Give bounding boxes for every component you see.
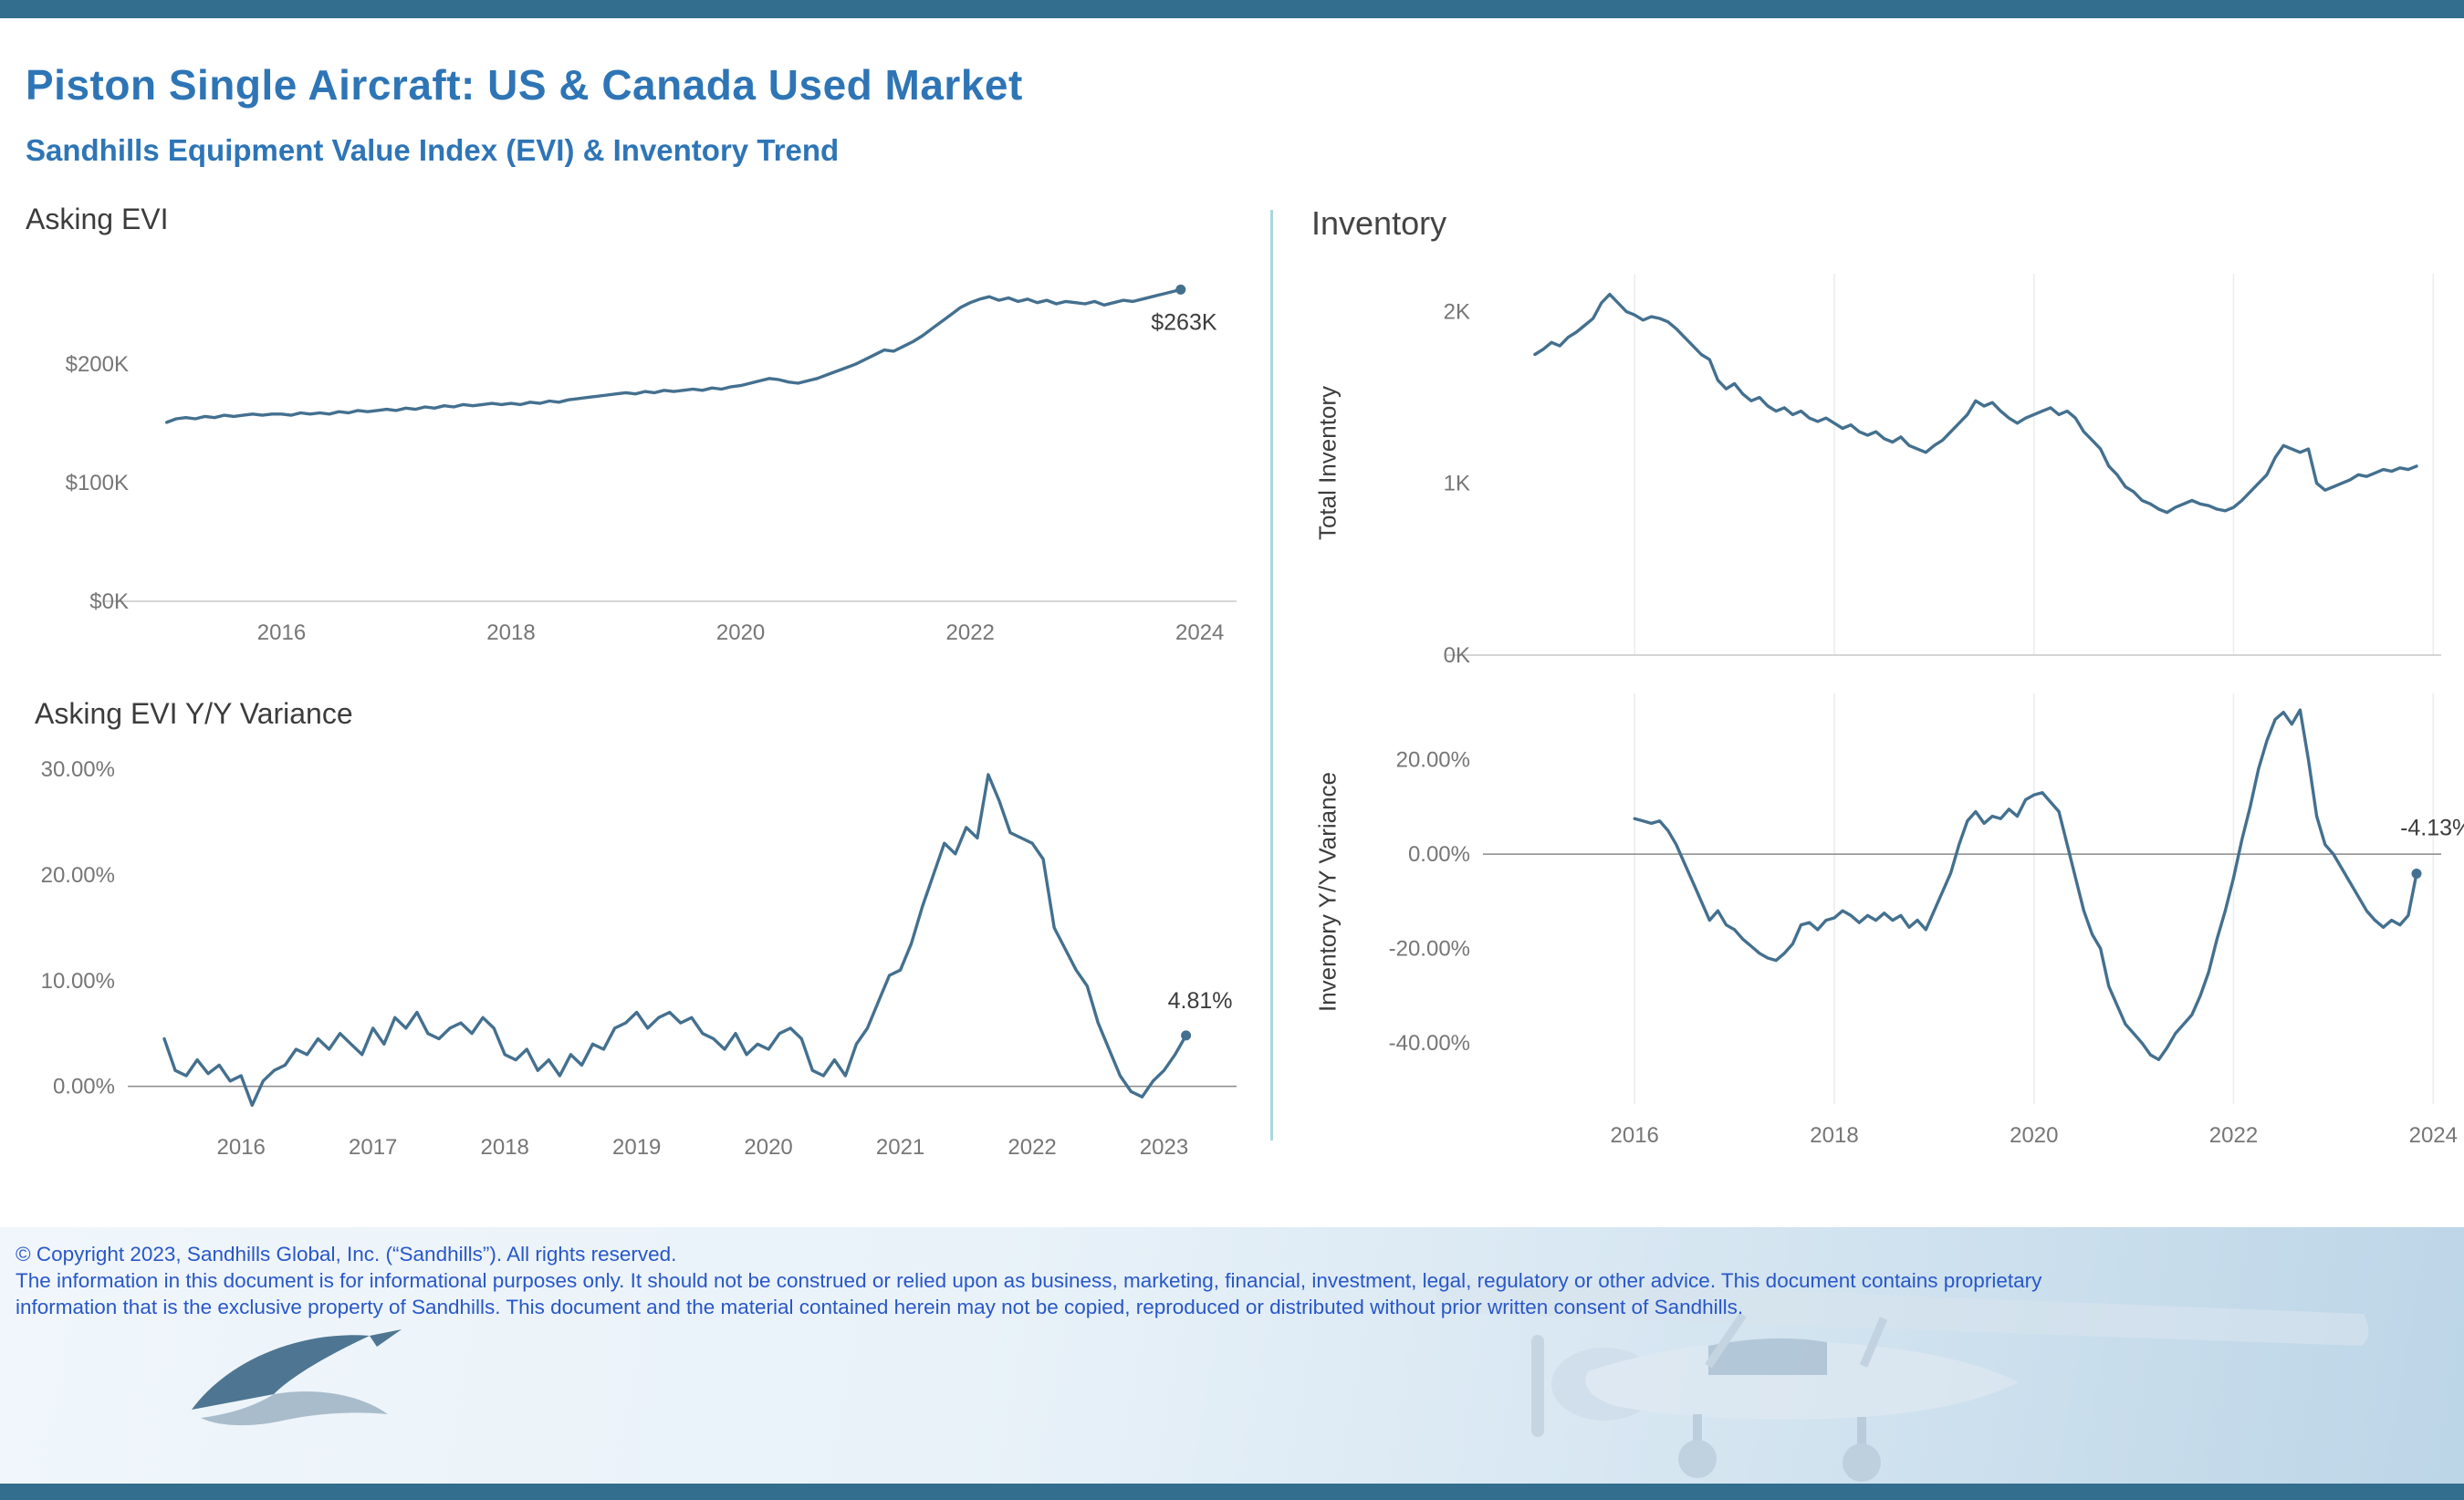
x-tick-label: 2016	[1611, 1123, 1659, 1148]
x-tick-label: 2016	[217, 1135, 266, 1160]
bottom-accent-bar	[0, 1484, 2464, 1500]
y-tick-label: 20.00%	[41, 863, 115, 888]
x-tick-label: 2023	[1140, 1135, 1188, 1160]
x-tick-label: 2018	[486, 620, 535, 645]
x-tick-label: 2018	[1810, 1123, 1858, 1148]
series-end-dot	[1175, 284, 1186, 295]
copyright-line-2: The information in this document is for …	[16, 1269, 2042, 1292]
x-tick-label: 2022	[946, 620, 995, 645]
x-tick-label: 2020	[716, 620, 765, 645]
y-tick-label: -40.00%	[1389, 1031, 1470, 1056]
x-tick-label: 2022	[1008, 1135, 1056, 1160]
total-inventory-axis-label: Total Inventory	[1313, 385, 1342, 541]
total-inventory-chart: 0K 1K 2K	[1444, 274, 2441, 668]
footer: © Copyright 2023, Sandhills Global, Inc.…	[0, 1227, 2464, 1484]
x-tick-label: 2024	[2409, 1123, 2458, 1148]
series-line	[162, 773, 1188, 1108]
x-tick-label: 2020	[744, 1135, 792, 1160]
series-end-dot	[2411, 869, 2422, 879]
asking-evi-variance-chart: 0.00% 10.00% 20.00% 30.00% 2016 2017 2018 2019 2…	[41, 757, 1237, 1160]
x-tick-label: 2022	[2209, 1123, 2258, 1148]
y-tick-label: 2K	[1444, 299, 1470, 324]
x-tick-label: 2021	[876, 1135, 924, 1160]
page-title: Piston Single Aircraft: US & Canada Used…	[26, 61, 1023, 109]
y-tick-label: 0K	[1444, 643, 1470, 668]
asking-evi-variance-title: Asking EVI Y/Y Variance	[35, 697, 353, 730]
series-line	[1633, 708, 2418, 1061]
y-tick-label: -20.00%	[1389, 937, 1470, 962]
x-tick-label: 2024	[1175, 620, 1224, 645]
copyright-line-1: © Copyright 2023, Sandhills Global, Inc.…	[16, 1243, 677, 1266]
y-tick-label: $200K	[66, 352, 129, 377]
inventory-panel-title: Inventory	[1311, 204, 1447, 242]
y-tick-label: 20.00%	[1396, 748, 1470, 773]
y-tick-label: 0.00%	[53, 1075, 115, 1099]
asking-evi-chart: $0K $100K $200K 2016 2018 2020 2022 2024 $263K	[66, 284, 1237, 645]
x-tick-label: 2020	[2010, 1123, 2058, 1148]
y-tick-label: 30.00%	[41, 757, 115, 782]
annotation-label: -4.13%	[2400, 816, 2464, 841]
y-tick-label: $100K	[66, 471, 129, 495]
y-tick-label: 10.00%	[41, 969, 115, 994]
y-tick-label: $0K	[89, 589, 129, 614]
top-accent-bar	[0, 0, 2464, 18]
x-tick-label: 2019	[612, 1135, 661, 1160]
airplane-illustration	[1436, 1277, 2369, 1482]
inventory-variance-chart: 20.00% 0.00% -20.00% -40.00% 2016 2018 2020 202…	[1389, 693, 2464, 1148]
copyright-line-3: information that is the exclusive proper…	[16, 1296, 1744, 1318]
series-line	[1533, 292, 2418, 515]
x-tick-label: 2017	[349, 1135, 397, 1160]
copyright-block: © Copyright 2023, Sandhills Global, Inc.…	[16, 1241, 2407, 1320]
crane-logo-icon	[192, 1329, 402, 1426]
annotation-label: 4.81%	[1168, 988, 1233, 1014]
y-tick-label: 0.00%	[1408, 842, 1470, 867]
series-end-dot	[1181, 1030, 1192, 1041]
inventory-variance-axis-label: Inventory Y/Y Variance	[1313, 771, 1342, 1013]
page-subtitle: Sandhills Equipment Value Index (EVI) & …	[26, 133, 840, 167]
x-tick-label: 2018	[481, 1135, 529, 1160]
x-tick-label: 2016	[257, 620, 306, 645]
vertical-divider	[1270, 210, 1273, 1141]
y-tick-label: 1K	[1444, 472, 1470, 496]
annotation-label: $263K	[1151, 309, 1217, 335]
asking-evi-title: Asking EVI	[26, 203, 169, 235]
series-line	[164, 287, 1183, 424]
